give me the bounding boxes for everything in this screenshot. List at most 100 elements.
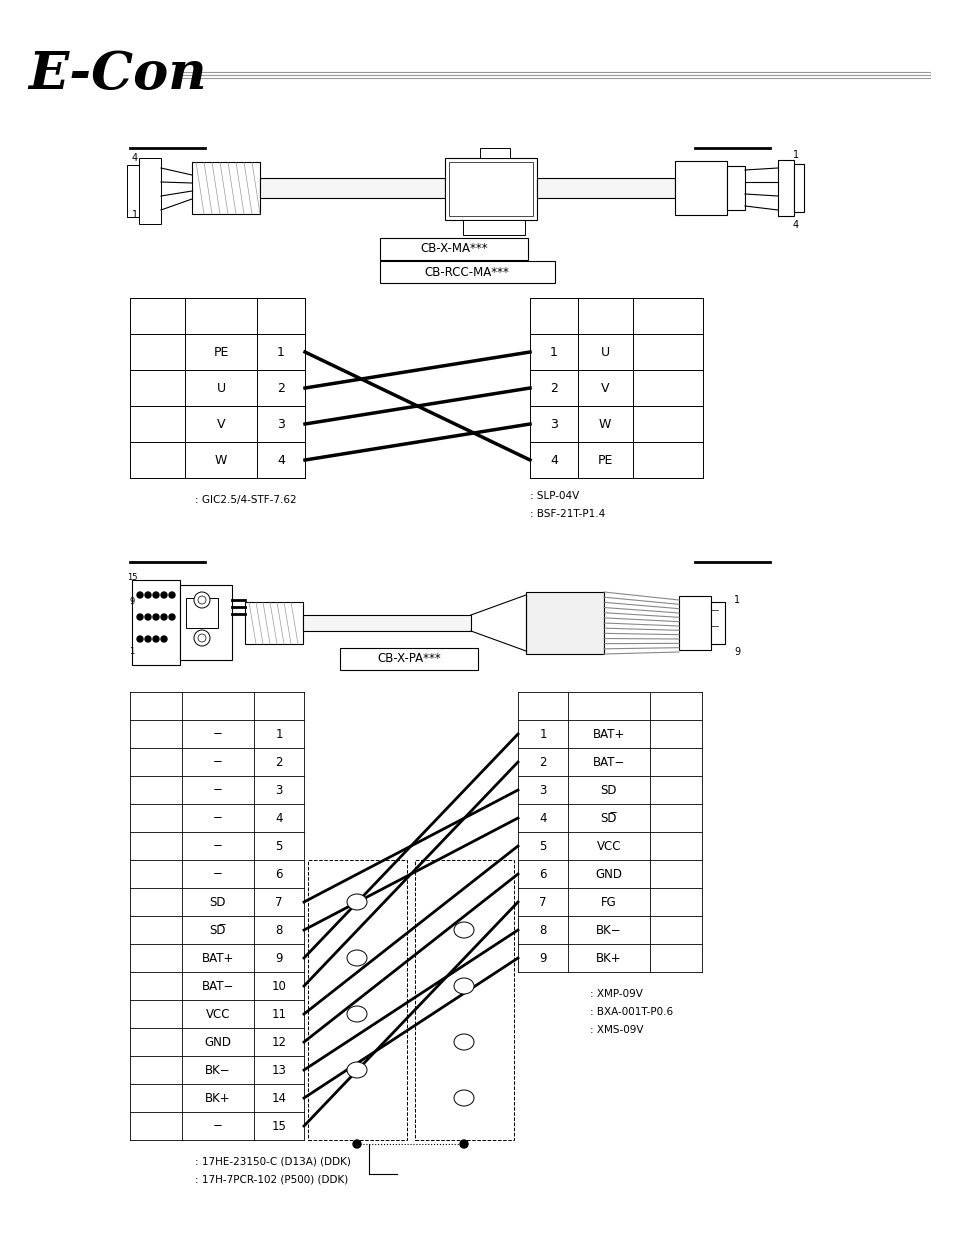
Text: −: − [213,727,223,741]
Text: CB-X-MA***: CB-X-MA*** [419,242,487,256]
Text: 4: 4 [538,811,546,825]
Text: −: − [213,840,223,852]
Circle shape [169,592,174,598]
Bar [260,178,444,198]
Circle shape [137,636,143,642]
Text: 1: 1 [792,149,799,161]
Text: V: V [216,417,225,431]
Text: PE: PE [597,453,612,467]
Bar [180,585,232,659]
Text: 6: 6 [275,867,282,881]
Text: BAT+: BAT+ [592,727,624,741]
Circle shape [169,614,174,620]
Text: 1: 1 [550,346,558,358]
Text: GND: GND [595,867,622,881]
Text: 3: 3 [550,417,558,431]
Text: W: W [214,453,227,467]
Ellipse shape [454,1091,474,1107]
Text: : GIC2.5/4-STF-7.62: : GIC2.5/4-STF-7.62 [194,495,296,505]
Text: BK+: BK+ [596,951,621,965]
Text: 12: 12 [272,1035,286,1049]
Text: 4: 4 [276,453,285,467]
Circle shape [459,1140,468,1149]
Circle shape [198,597,206,604]
Text: 1: 1 [275,727,282,741]
Bar [726,165,744,210]
Text: 1: 1 [733,595,740,605]
Bar [449,162,533,216]
Text: SD̅: SD̅ [210,924,226,936]
Text: 4: 4 [275,811,282,825]
Text: V: V [600,382,609,394]
Text: 9: 9 [275,951,282,965]
Text: 13: 13 [272,1063,286,1077]
Text: GND: GND [204,1035,232,1049]
Text: 3: 3 [275,783,282,797]
Text: E-Con: E-Con [28,49,207,100]
Text: BK+: BK+ [205,1092,231,1104]
Text: 2: 2 [550,382,558,394]
Bar [379,238,527,261]
Circle shape [198,634,206,642]
Circle shape [353,1140,360,1149]
Bar [308,860,407,1140]
Text: 5: 5 [275,840,282,852]
Circle shape [161,636,167,642]
Text: 10: 10 [272,979,286,993]
Bar [127,165,139,217]
Text: BAT−: BAT− [202,979,233,993]
Text: : BXA-001T-P0.6: : BXA-001T-P0.6 [589,1007,673,1016]
Bar [537,178,675,198]
Ellipse shape [454,923,474,939]
Text: : 17HE-23150-C (D13A) (DDK): : 17HE-23150-C (D13A) (DDK) [194,1157,351,1167]
Text: 5: 5 [538,840,546,852]
Text: FG: FG [600,895,617,909]
Bar [525,592,603,655]
Text: BK−: BK− [205,1063,231,1077]
Text: 8: 8 [275,924,282,936]
Text: BK−: BK− [596,924,621,936]
Text: 9: 9 [130,598,134,606]
Text: 1: 1 [276,346,285,358]
Circle shape [152,614,159,620]
Ellipse shape [454,978,474,994]
Bar [415,860,514,1140]
Text: 3: 3 [538,783,546,797]
Text: 9: 9 [733,647,740,657]
Text: 4: 4 [792,220,799,230]
Text: 2: 2 [538,756,546,768]
Text: 2: 2 [275,756,282,768]
Text: : BSF-21T-P1.4: : BSF-21T-P1.4 [530,509,604,519]
Circle shape [152,636,159,642]
Bar [444,158,537,220]
Bar [379,261,555,283]
Text: 1: 1 [130,647,134,657]
Text: : XMS-09V: : XMS-09V [589,1025,643,1035]
Text: 3: 3 [276,417,285,431]
Text: W: W [598,417,611,431]
Text: SD: SD [210,895,226,909]
Text: : XMP-09V: : XMP-09V [589,989,642,999]
Text: VCC: VCC [206,1008,230,1020]
Bar [679,597,710,650]
Text: 4: 4 [550,453,558,467]
Circle shape [193,592,210,608]
Text: BAT−: BAT− [592,756,624,768]
Text: −: − [213,867,223,881]
Text: 6: 6 [538,867,546,881]
Text: SD̅: SD̅ [600,811,617,825]
Text: SD: SD [600,783,617,797]
Text: 2: 2 [276,382,285,394]
Circle shape [193,630,210,646]
Bar [186,598,218,629]
Text: −: − [213,811,223,825]
Text: −: − [213,783,223,797]
Text: 8: 8 [538,924,546,936]
Bar [710,601,724,643]
Text: 4: 4 [132,153,138,163]
Text: : SLP-04V: : SLP-04V [530,492,578,501]
Text: CB-RCC-MA***: CB-RCC-MA*** [424,266,509,279]
Ellipse shape [347,894,367,910]
Text: 11: 11 [272,1008,286,1020]
Circle shape [145,614,151,620]
